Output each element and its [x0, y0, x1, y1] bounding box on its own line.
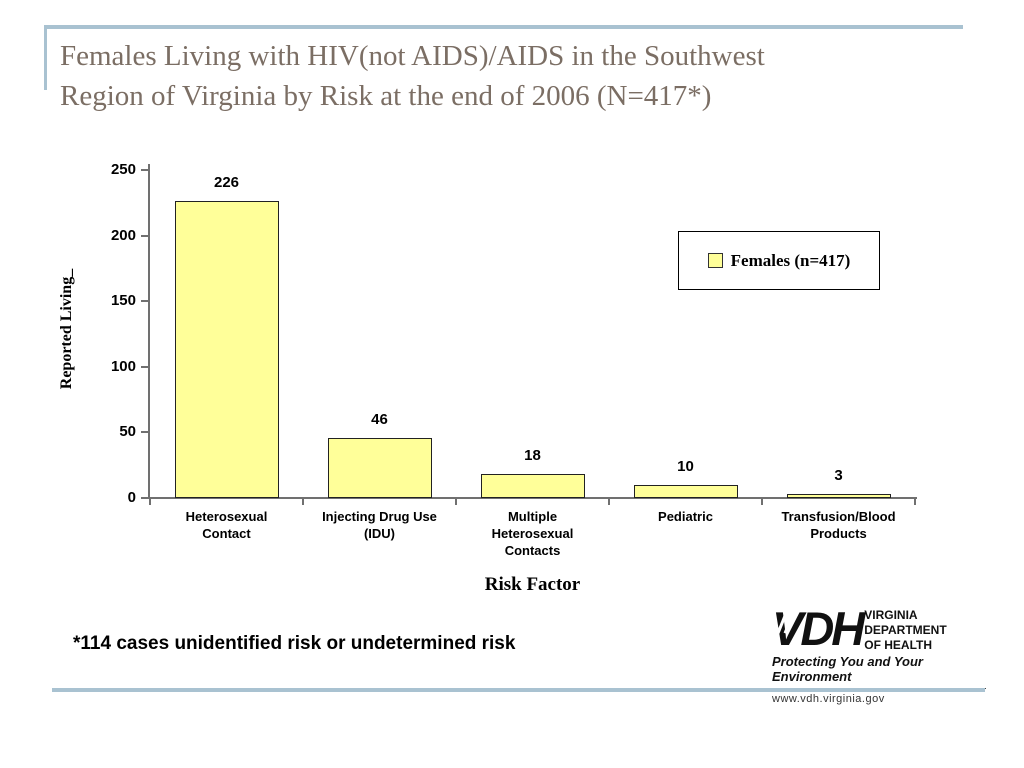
bar	[480, 474, 585, 498]
y-axis-title: Reported Living_	[58, 268, 75, 390]
legend-label: Females (n=417)	[730, 250, 851, 270]
vdh-logo-url: www.vdh.virginia.gov	[772, 693, 885, 705]
top-accent-line	[44, 25, 963, 29]
y-tick	[141, 431, 149, 434]
y-axis-line	[148, 164, 150, 498]
x-tick	[608, 497, 610, 505]
category-label: Multiple Heterosexual Contacts	[491, 509, 574, 558]
x-axis-line	[148, 497, 917, 499]
legend-swatch-icon	[707, 253, 723, 268]
y-tick-label: 100	[110, 357, 136, 375]
x-tick	[149, 497, 151, 505]
y-tick	[141, 300, 149, 303]
x-axis-title: Risk Factor	[484, 574, 581, 595]
slide-title: Females Living with HIV(not AIDS)/AIDS i…	[60, 36, 980, 116]
bar-value-label: 3	[834, 467, 843, 485]
slide-title-line1: Females Living with HIV(not AIDS)/AIDS i…	[60, 40, 765, 72]
slide-title-line2: Region of Virginia by Risk at the end of…	[60, 80, 712, 112]
category-label: Injecting Drug Use (IDU)	[322, 509, 437, 541]
x-tick	[455, 497, 457, 505]
bar-value-label: 10	[677, 457, 694, 475]
category-label: Transfusion/Blood Products	[781, 509, 896, 541]
chart-legend: Females (n=417)	[678, 231, 880, 290]
left-accent-line	[44, 25, 47, 90]
y-tick-label: 0	[127, 489, 136, 506]
x-tick	[761, 497, 763, 505]
bar	[327, 437, 432, 498]
bottom-accent-line	[52, 688, 985, 692]
bar	[174, 201, 279, 498]
y-tick	[141, 365, 149, 368]
y-tick	[141, 497, 149, 499]
y-tick-label: 200	[110, 226, 136, 244]
vdh-logo-tagline: Protecting You and Your Environment	[772, 654, 923, 684]
y-tick-label: 250	[110, 161, 136, 178]
footnote: *114 cases unidentified risk or undeterm…	[73, 633, 516, 654]
bar	[786, 494, 891, 498]
x-tick	[302, 497, 304, 505]
bar	[633, 484, 738, 498]
category-label: Heterosexual Contact	[185, 509, 268, 541]
vdh-logo-org-name: VIRGINIA DEPARTMENT OF HEALTH	[864, 608, 947, 652]
y-tick	[141, 234, 149, 237]
vdh-logo-acronym: VDH	[772, 602, 865, 655]
bar-value-label: 226	[213, 174, 240, 192]
bar-value-label: 18	[524, 447, 541, 465]
y-tick	[141, 169, 149, 171]
bar-value-label: 46	[371, 410, 388, 428]
x-tick	[914, 497, 916, 505]
vdh-logo: VDH VIRGINIA DEPARTMENT OF HEALTH Protec…	[772, 605, 986, 705]
category-label: Pediatric	[658, 509, 713, 524]
y-tick-label: 150	[110, 292, 136, 310]
y-tick-label: 50	[119, 423, 136, 441]
